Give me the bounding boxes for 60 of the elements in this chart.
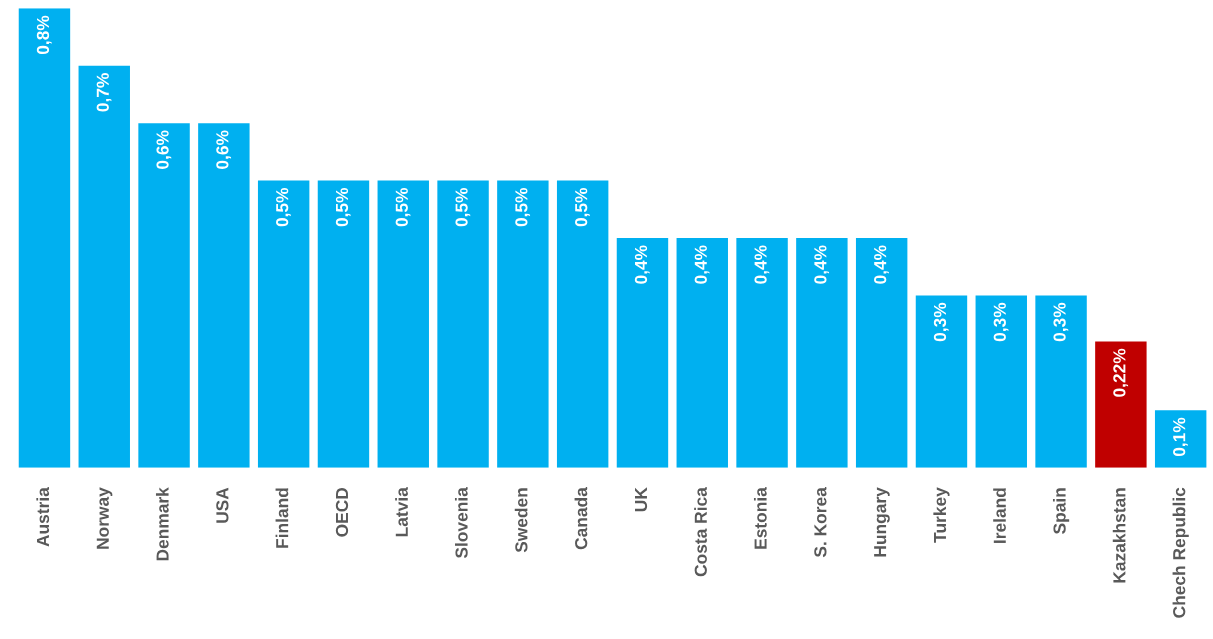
data-label: 0,5%: [395, 187, 411, 227]
bar: [78, 65, 130, 468]
x-tick-label: Hungary: [874, 487, 890, 557]
x-tick-label: UK: [635, 487, 648, 512]
x-tick-label: Turkey: [933, 487, 950, 543]
x-tick-label: Denmark: [155, 487, 169, 561]
data-label: 0,3%: [933, 302, 949, 342]
bar: [257, 180, 310, 468]
x-tick-label: S. Korea: [814, 487, 827, 558]
data-label: 0,4%: [874, 245, 889, 284]
x-tick-label: Spain: [1052, 488, 1070, 534]
data-label: 0,22%: [1113, 348, 1129, 397]
bar: [198, 123, 250, 468]
bar: [736, 238, 788, 468]
bar: [437, 180, 489, 468]
bar: [676, 238, 728, 468]
bar: [855, 238, 908, 468]
x-tick-label: Estonia: [753, 487, 767, 549]
x-tick-label: Kazakhstan: [1112, 488, 1126, 583]
data-label: 0,4%: [634, 245, 650, 284]
bar: [915, 295, 968, 468]
x-tick-label: Finland: [275, 488, 289, 548]
data-label: 0,5%: [276, 187, 291, 227]
data-label: 0,8%: [36, 15, 52, 55]
bar: [18, 8, 71, 468]
bar: [1154, 410, 1207, 468]
data-label: 0,5%: [515, 187, 531, 227]
x-tick-label: Chech Republic: [1172, 487, 1189, 618]
bar: [975, 295, 1027, 468]
x-tick-label: Slovenia: [454, 487, 468, 559]
data-label: 0,3%: [1053, 302, 1069, 342]
data-label: 0,3%: [993, 302, 1009, 342]
bar: [796, 238, 848, 468]
data-label: 0,6%: [216, 130, 232, 169]
data-label: 0,4%: [814, 245, 830, 284]
x-tick-label: Costa Rica: [694, 487, 707, 577]
data-label: 0,4%: [694, 245, 710, 284]
bar: [1035, 295, 1087, 468]
x-tick-label: Canada: [574, 487, 588, 550]
bar: [138, 123, 190, 468]
bar: [556, 180, 609, 468]
x-tick-label: Austria: [36, 487, 50, 547]
bar: [616, 238, 669, 468]
data-label: 0,1%: [1173, 417, 1188, 457]
bar: [1095, 341, 1147, 468]
x-tick-label: Ireland: [993, 488, 1006, 543]
data-label: 0,5%: [575, 187, 590, 227]
data-label: 0,4%: [754, 245, 770, 284]
bar: [317, 180, 370, 468]
x-tick-label: Latvia: [395, 487, 408, 537]
bar: [497, 180, 549, 468]
x-tick-label: OECD: [335, 487, 349, 537]
data-label: 0,7%: [96, 73, 112, 112]
data-label: 0,6%: [156, 130, 172, 169]
bar: [377, 180, 429, 468]
data-label: 0,5%: [335, 187, 351, 227]
x-tick-label: Norway: [96, 487, 113, 549]
x-tick-label: USA: [216, 487, 229, 523]
x-tick-label: Sweden: [514, 488, 528, 553]
data-label: 0,5%: [455, 187, 471, 227]
